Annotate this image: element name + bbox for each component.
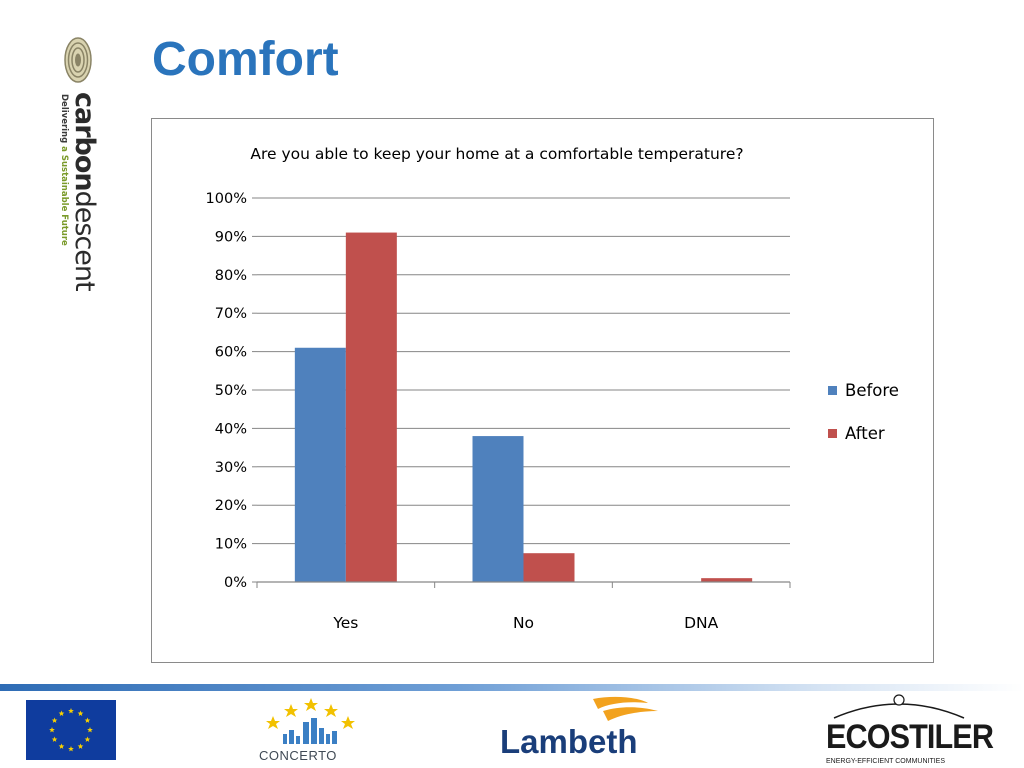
bars [294, 232, 753, 582]
fingerprint-logo-icon [64, 37, 92, 83]
eu-star [87, 727, 93, 733]
footer-band [0, 684, 1024, 691]
legend-label-before: Before [845, 381, 899, 400]
bar-after-no [523, 553, 575, 582]
eu-star [51, 736, 58, 742]
bar-before-yes [294, 347, 346, 582]
eu-star [77, 710, 84, 716]
y-tick-label: 100% [206, 191, 247, 207]
bar-chart: Are you able to keep your home at a comf… [206, 145, 899, 632]
lambeth-logo: Lambeth [498, 695, 658, 767]
bar-after-dna [701, 578, 753, 582]
y-tick-label: 0% [224, 575, 247, 591]
eu-star [49, 727, 55, 733]
concerto-logo: CONCERTO [253, 690, 368, 766]
chart-title: Are you able to keep your home at a comf… [250, 145, 743, 163]
brand-name-light: descent [69, 190, 100, 291]
eu-star [58, 710, 65, 716]
x-axis [256, 581, 791, 588]
legend-swatch-after [828, 429, 837, 438]
y-tick-label: 90% [215, 229, 247, 245]
carbondescent-logo: carbondescent Delivering a Sustainable F… [40, 34, 140, 314]
x-category-label: No [513, 614, 534, 632]
lambeth-swoosh-icon [593, 696, 658, 721]
legend-label-after: After [845, 424, 885, 443]
concerto-name: CONCERTO [259, 748, 337, 763]
lambeth-name: Lambeth [500, 723, 638, 760]
ecostiler-arc-icon [833, 694, 965, 719]
ecostiler-tagline: ENERGY-EFFICIENT COMMUNITIES [826, 758, 946, 765]
eu-star [58, 743, 65, 749]
y-tick-label: 30% [215, 460, 247, 476]
y-tick-label: 50% [215, 383, 247, 399]
x-category-label: DNA [684, 614, 719, 632]
y-tick-label: 70% [215, 306, 247, 322]
bar-after-yes [345, 232, 397, 582]
eu-star [68, 746, 74, 752]
brand-tagline: Delivering a Sustainable Future [59, 94, 69, 246]
chart-frame: Are you able to keep your home at a comf… [151, 118, 934, 663]
eu-star [51, 717, 58, 723]
ecostiler-name: ECOSTILER [826, 718, 994, 756]
bar-before-no [472, 436, 524, 582]
y-tick-label: 40% [215, 421, 247, 437]
eu-stars [49, 708, 93, 752]
x-category-label: Yes [332, 614, 358, 632]
eu-star [84, 736, 91, 742]
eu-star [77, 743, 84, 749]
slide-title: Comfort [152, 33, 339, 86]
y-tick-label: 80% [215, 268, 247, 284]
brand-tagline-b: a Sustainable Future [59, 146, 69, 246]
brand-name: carbondescent [69, 92, 100, 291]
concerto-skyline-icon [266, 698, 355, 744]
brand-name-bold: carbon [69, 92, 100, 191]
eu-flag-icon [26, 700, 116, 760]
eu-star [84, 717, 91, 723]
eu-star [68, 708, 74, 714]
y-tick-label: 10% [215, 537, 247, 553]
legend: Before After [828, 381, 899, 443]
brand-tagline-a: Delivering [59, 94, 69, 147]
y-tick-label: 60% [215, 345, 247, 361]
legend-swatch-before [828, 386, 837, 395]
x-axis-labels: Yes No DNA [332, 614, 718, 632]
ecostiler-logo: ECOSTILER ENERGY-EFFICIENT COMMUNITIES [824, 690, 994, 768]
y-tick-label: 20% [215, 498, 247, 514]
y-axis-ticks: 0% 10% 20% 30% 40% 50% 60% 70% 80% 90% 100% [206, 191, 247, 591]
